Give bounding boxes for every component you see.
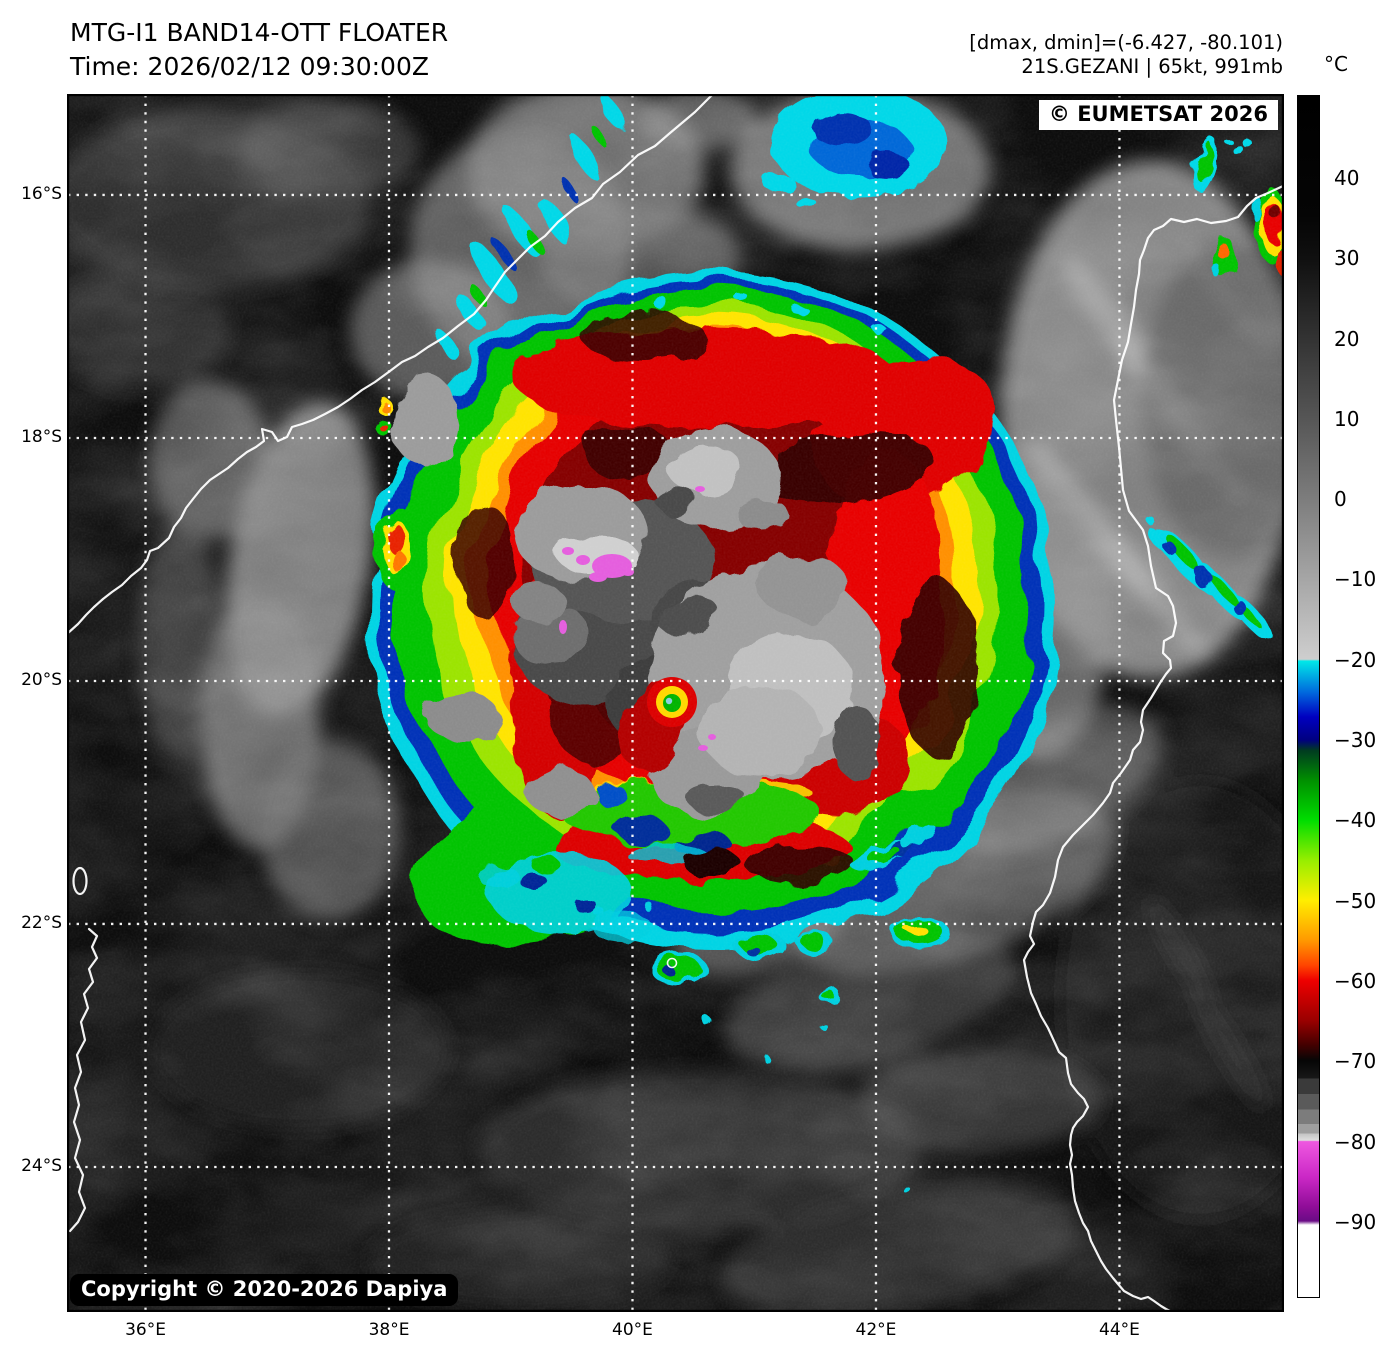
colorbar-tick-label: −60 xyxy=(1334,969,1377,993)
colorbar-tick-label: −20 xyxy=(1334,647,1377,672)
island-outline xyxy=(72,866,88,896)
eumetsat-badge: © EUMETSAT 2026 xyxy=(1038,100,1278,130)
coastline-africa-south xyxy=(68,927,99,1233)
colorbar-tick-label: −30 xyxy=(1334,728,1377,753)
colorbar-tick-label: −10 xyxy=(1334,567,1377,592)
product-time: Time: 2026/02/12 09:30:00Z xyxy=(70,52,429,81)
small-island-outline xyxy=(666,957,678,969)
satellite-map: © EUMETSAT 2026 Copyright © 2020-2026 Da… xyxy=(67,94,1284,1312)
x-axis-label: 42°E xyxy=(855,1320,897,1340)
copyright-badge: Copyright © 2020-2026 Dapiya xyxy=(70,1274,459,1306)
colorbar-tick-label: 0 xyxy=(1334,487,1347,512)
product-title: MTG-I1 BAND14-OTT FLOATER xyxy=(70,18,449,47)
x-axis-label: 36°E xyxy=(125,1320,166,1340)
colorbar-tick-label: 10 xyxy=(1334,406,1360,431)
coastlines xyxy=(68,95,1283,1311)
colorbar-tick-label: −80 xyxy=(1334,1129,1377,1154)
map-frame xyxy=(68,95,1283,1311)
x-axis-label: 44°E xyxy=(1099,1320,1140,1340)
colorbar-tick-label: −50 xyxy=(1334,888,1377,913)
colorbar-tick-label: −90 xyxy=(1334,1209,1377,1234)
y-axis-label: 18°S xyxy=(21,427,62,448)
colorbar-tick-label: −70 xyxy=(1334,1049,1377,1074)
image-grain-texture xyxy=(68,95,1283,1311)
satellite-image xyxy=(68,95,1283,1311)
y-axis-label: 22°S xyxy=(21,912,62,933)
x-axis-label: 38°E xyxy=(368,1320,410,1340)
dmax-dmin-readout: [dmax, dmin]=(-6.427, -80.101) xyxy=(969,31,1283,54)
x-axis-label: 40°E xyxy=(612,1320,653,1340)
colorbar-tick-label: 30 xyxy=(1334,246,1360,271)
colorbar-tick-label: −40 xyxy=(1334,808,1377,833)
coastline-africa-north xyxy=(68,95,714,635)
y-axis-label: 24°S xyxy=(21,1156,62,1177)
storm-info: 21S.GEZANI | 65kt, 991mb xyxy=(1021,55,1283,78)
coastline-madagascar xyxy=(1022,184,1283,1311)
colorbar-tick-label: 40 xyxy=(1334,166,1360,190)
y-axis-label: 16°S xyxy=(21,183,62,204)
colorbar-tick-label: 20 xyxy=(1334,326,1360,351)
y-axis-label: 20°S xyxy=(21,669,62,690)
temperature-colorbar xyxy=(1297,95,1320,1298)
storm-metadata: [dmax, dmin]=(-6.427, -80.101) 21S.GEZAN… xyxy=(969,31,1283,79)
colorbar-unit-label: °C xyxy=(1324,52,1348,76)
